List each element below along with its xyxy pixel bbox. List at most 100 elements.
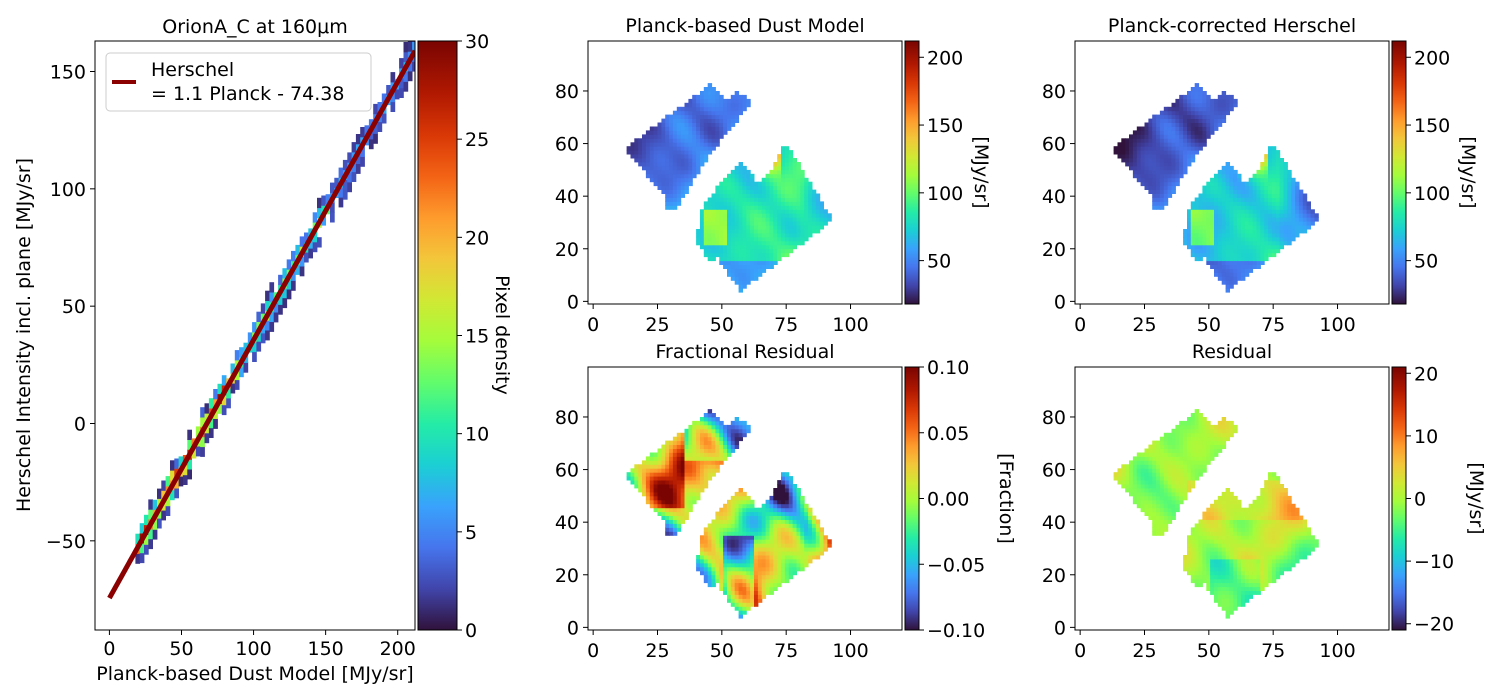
map-cell — [1202, 126, 1207, 131]
map-cell — [1159, 173, 1165, 179]
map-cell — [1268, 559, 1273, 564]
map-cell — [672, 480, 678, 485]
map-cell — [680, 440, 686, 445]
map-cell — [1256, 535, 1261, 540]
map-cell — [1237, 539, 1242, 544]
map-cell — [1248, 181, 1254, 187]
map-cell — [1163, 173, 1169, 179]
density-cell — [321, 195, 326, 206]
map-cell — [711, 519, 716, 524]
map-cell — [1156, 484, 1161, 489]
map-cell — [761, 201, 767, 206]
map-cell — [700, 566, 705, 572]
map-cell — [1148, 181, 1153, 187]
map-cell — [765, 578, 770, 584]
map-cell — [1241, 586, 1246, 591]
map-cell — [781, 523, 786, 528]
map-cell — [738, 106, 743, 112]
map-cell — [788, 566, 794, 572]
map-cell — [719, 574, 724, 580]
map-cell — [1175, 499, 1180, 505]
map-cell — [796, 173, 801, 179]
map-cell — [792, 158, 797, 163]
map-cell — [1225, 94, 1230, 100]
map-cell — [1237, 535, 1242, 540]
map-cell — [765, 201, 770, 206]
map-cell — [1221, 244, 1227, 250]
map-cell — [788, 570, 794, 576]
map-cell — [1183, 118, 1188, 123]
map-cell — [738, 256, 743, 262]
map-cell — [1225, 559, 1230, 564]
map-cell — [777, 535, 782, 540]
map-cell — [1283, 209, 1288, 214]
map-cell — [746, 511, 751, 516]
map-cell — [645, 495, 651, 501]
map-cell — [734, 185, 740, 190]
map-cell — [1190, 98, 1196, 104]
map-cell — [781, 205, 786, 210]
map-cell — [742, 225, 747, 230]
map-cell — [1202, 566, 1207, 572]
map-cell — [1210, 256, 1215, 262]
map-cell — [746, 264, 751, 269]
map-cell — [792, 551, 797, 556]
map-cell — [1167, 181, 1173, 187]
map-cell — [680, 181, 686, 187]
map-cell — [788, 480, 794, 485]
map-cell — [1140, 162, 1145, 167]
map-cell — [727, 527, 732, 532]
map-cell — [734, 511, 740, 516]
x-tick-label: 200 — [380, 638, 416, 660]
density-cell — [256, 331, 262, 342]
map-cell — [723, 503, 728, 509]
map-cell — [734, 169, 740, 175]
map-cell — [1264, 181, 1269, 187]
map-cell — [781, 480, 786, 485]
map-cell — [773, 162, 778, 167]
map-cell — [792, 193, 797, 198]
map-cell — [665, 484, 670, 489]
map-cell — [1229, 181, 1234, 187]
map-cell — [1287, 523, 1292, 528]
map-cell — [1221, 566, 1227, 572]
map-cell — [1152, 531, 1157, 536]
map-cell — [730, 118, 736, 123]
map-cell — [1248, 268, 1254, 273]
map-cell — [800, 229, 805, 234]
map-cell — [688, 98, 693, 104]
map-cell — [769, 515, 774, 520]
map-cell — [719, 551, 724, 556]
map-cell — [653, 181, 658, 187]
map-cell — [792, 205, 797, 210]
map-cell — [645, 456, 651, 461]
map-cell — [1279, 551, 1284, 556]
map-cell — [1159, 130, 1165, 135]
map-cell — [746, 582, 751, 588]
map-cell — [1271, 535, 1277, 540]
map-cell — [711, 217, 716, 222]
map-cell — [811, 535, 817, 540]
map-cell — [800, 507, 805, 513]
map-cell — [669, 201, 674, 206]
map-cell — [808, 527, 813, 532]
y-tick-label: 20 — [1042, 239, 1066, 261]
map-cell — [1144, 476, 1149, 481]
map-cell — [784, 201, 790, 206]
map-cell — [700, 436, 705, 442]
map-cell — [680, 444, 686, 449]
map-cell — [742, 511, 747, 516]
map-cell — [1217, 233, 1223, 238]
map-cell — [715, 138, 720, 143]
map-cell — [1163, 432, 1169, 438]
map-cell — [1210, 527, 1215, 532]
map-cell — [1175, 495, 1180, 501]
map-cell — [1125, 464, 1130, 469]
map-cell — [1225, 511, 1230, 516]
map-cell — [1175, 177, 1180, 183]
map-cell — [653, 452, 658, 457]
map-cell — [645, 142, 651, 147]
map-cell — [1264, 189, 1269, 194]
map-cell — [796, 205, 801, 210]
map-cell — [661, 181, 666, 187]
